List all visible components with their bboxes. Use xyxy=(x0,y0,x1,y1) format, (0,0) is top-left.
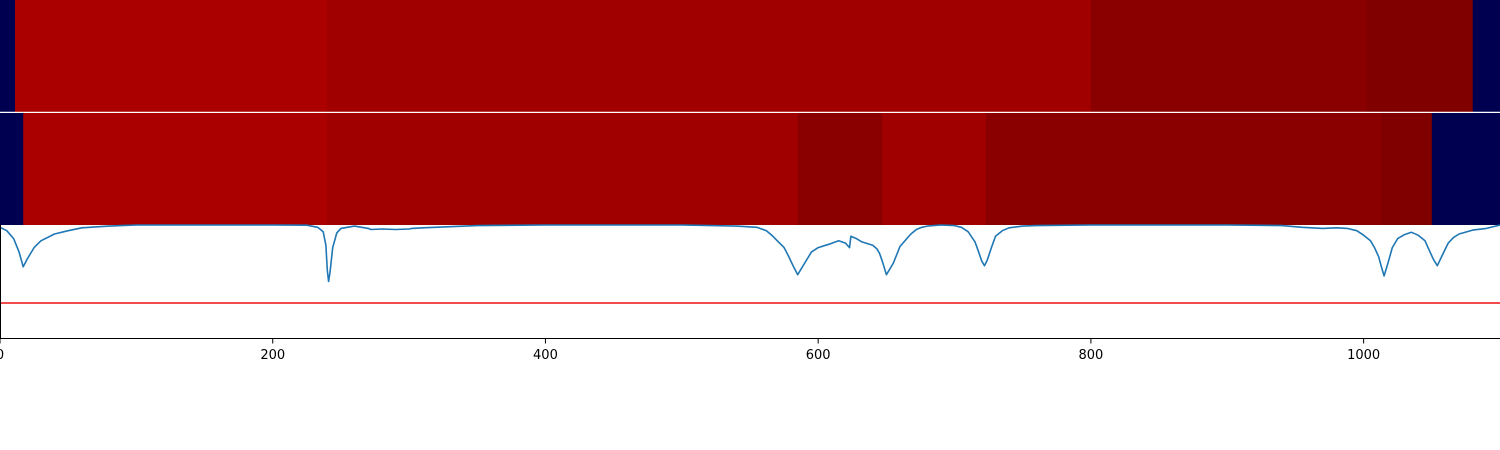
heatmap-row-1-segment-4 xyxy=(1090,0,1367,112)
heatmap-row-1-segment-6 xyxy=(1472,0,1500,112)
heatmap-row-2-segment-3 xyxy=(327,113,799,225)
heatmap-row-2-segment-2 xyxy=(23,113,328,225)
x-tick-label-400: 400 xyxy=(533,348,558,363)
heatmap-row-1-segment-2 xyxy=(15,0,328,112)
heatmap-row-1 xyxy=(0,0,1500,112)
heatmap-row-2-segment-5 xyxy=(882,113,987,225)
x-tick-label-800: 800 xyxy=(1078,348,1103,363)
heatmap-row-1-segment-1 xyxy=(0,0,16,112)
series-line-1 xyxy=(0,224,1500,283)
heatmap-row-2-segment-7 xyxy=(1381,113,1433,225)
x-axis-ticks: 0 200 400 600 800 1000 xyxy=(0,338,1380,363)
heatmap-row-2 xyxy=(0,113,1500,225)
heatmap-row-1-segment-3 xyxy=(327,0,1092,112)
heatmap-row-2-segment-1 xyxy=(0,113,24,225)
x-tick-label-1000: 1000 xyxy=(1347,348,1380,363)
heatmap-row-2-segment-4 xyxy=(797,113,883,225)
x-tick-label-200: 200 xyxy=(260,348,285,363)
line-plot-panel: 0 200 400 600 800 1000 xyxy=(0,224,1500,363)
heatmap-row-2-segment-8 xyxy=(1431,113,1500,225)
plot-background xyxy=(0,225,1500,338)
x-tick-label-600: 600 xyxy=(806,348,831,363)
heatmap-row-2-segment-6 xyxy=(985,113,1382,225)
plot-content xyxy=(0,224,1500,304)
x-tick-label-0: 0 xyxy=(0,348,4,363)
heatmap-row-1-segment-5 xyxy=(1366,0,1474,112)
